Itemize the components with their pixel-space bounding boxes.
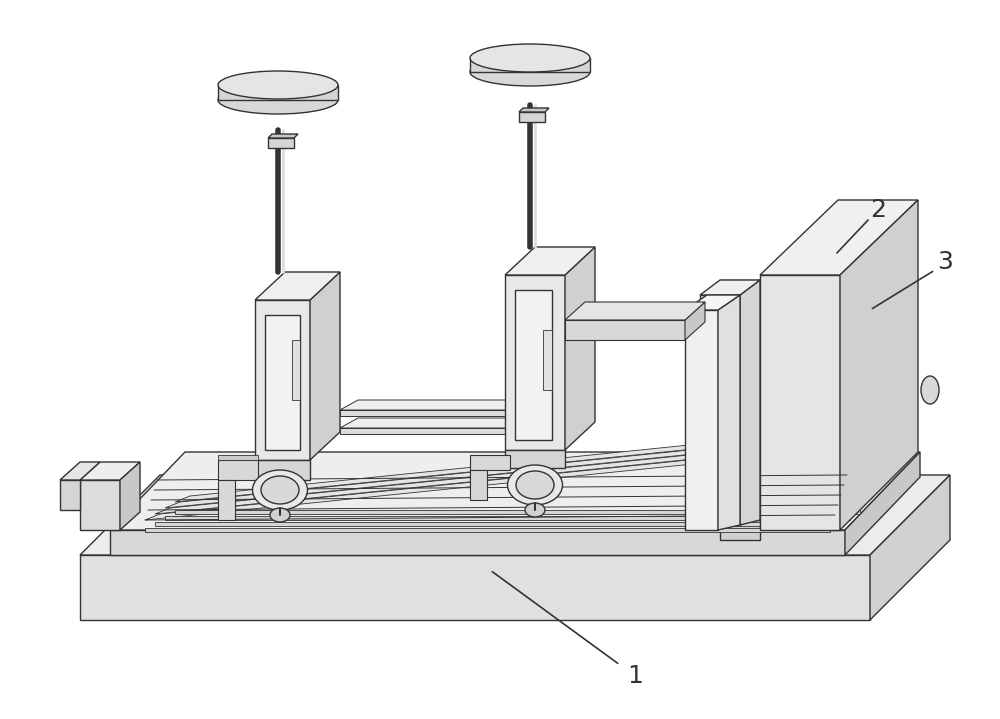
Ellipse shape	[508, 465, 562, 505]
Polygon shape	[218, 455, 258, 460]
Ellipse shape	[470, 44, 590, 72]
Polygon shape	[760, 200, 918, 275]
Polygon shape	[165, 516, 850, 520]
Polygon shape	[700, 295, 740, 525]
Polygon shape	[310, 272, 340, 460]
Polygon shape	[80, 555, 870, 620]
Polygon shape	[515, 290, 552, 440]
Text: 1: 1	[627, 664, 643, 688]
Ellipse shape	[261, 476, 299, 504]
Ellipse shape	[252, 470, 308, 510]
Polygon shape	[218, 85, 338, 100]
Polygon shape	[470, 455, 510, 470]
Polygon shape	[175, 426, 875, 502]
Ellipse shape	[470, 58, 590, 86]
Ellipse shape	[525, 503, 545, 517]
Polygon shape	[470, 470, 487, 500]
Polygon shape	[255, 460, 310, 480]
Polygon shape	[60, 462, 100, 480]
Polygon shape	[80, 475, 950, 555]
Polygon shape	[175, 510, 860, 514]
Polygon shape	[700, 280, 760, 295]
Polygon shape	[505, 450, 565, 468]
Polygon shape	[720, 280, 760, 520]
Polygon shape	[268, 138, 294, 148]
Polygon shape	[870, 475, 950, 620]
Ellipse shape	[218, 71, 338, 99]
Bar	[543, 330, 552, 390]
Polygon shape	[565, 247, 595, 450]
Polygon shape	[685, 295, 740, 310]
Polygon shape	[470, 58, 590, 72]
Polygon shape	[120, 462, 140, 530]
Polygon shape	[760, 200, 840, 350]
Polygon shape	[565, 302, 705, 320]
Polygon shape	[519, 112, 545, 122]
Polygon shape	[685, 310, 718, 530]
Polygon shape	[340, 418, 523, 428]
Polygon shape	[80, 462, 140, 480]
Ellipse shape	[516, 471, 554, 499]
Polygon shape	[760, 275, 840, 530]
Polygon shape	[110, 452, 920, 530]
Bar	[292, 340, 300, 400]
Polygon shape	[840, 200, 918, 530]
Polygon shape	[145, 444, 845, 520]
Ellipse shape	[218, 86, 338, 114]
Polygon shape	[268, 134, 298, 138]
Polygon shape	[740, 280, 760, 525]
Polygon shape	[60, 480, 80, 510]
Polygon shape	[685, 302, 705, 340]
Polygon shape	[519, 108, 549, 112]
Polygon shape	[265, 315, 300, 450]
Text: 2: 2	[870, 198, 886, 222]
Polygon shape	[340, 428, 505, 434]
Polygon shape	[340, 400, 523, 410]
Polygon shape	[720, 520, 760, 540]
Polygon shape	[218, 460, 258, 480]
Polygon shape	[165, 432, 865, 508]
Polygon shape	[155, 522, 840, 526]
Polygon shape	[718, 295, 740, 530]
Polygon shape	[155, 438, 855, 514]
Polygon shape	[505, 247, 595, 275]
Polygon shape	[255, 300, 310, 460]
Ellipse shape	[270, 508, 290, 522]
Text: 3: 3	[937, 250, 953, 274]
Polygon shape	[145, 528, 830, 532]
Polygon shape	[255, 272, 340, 300]
Polygon shape	[110, 530, 845, 555]
Polygon shape	[565, 320, 685, 340]
Polygon shape	[340, 410, 505, 416]
Ellipse shape	[921, 376, 939, 404]
Polygon shape	[80, 480, 120, 530]
Polygon shape	[505, 275, 565, 450]
Polygon shape	[845, 452, 920, 555]
Polygon shape	[218, 480, 235, 520]
